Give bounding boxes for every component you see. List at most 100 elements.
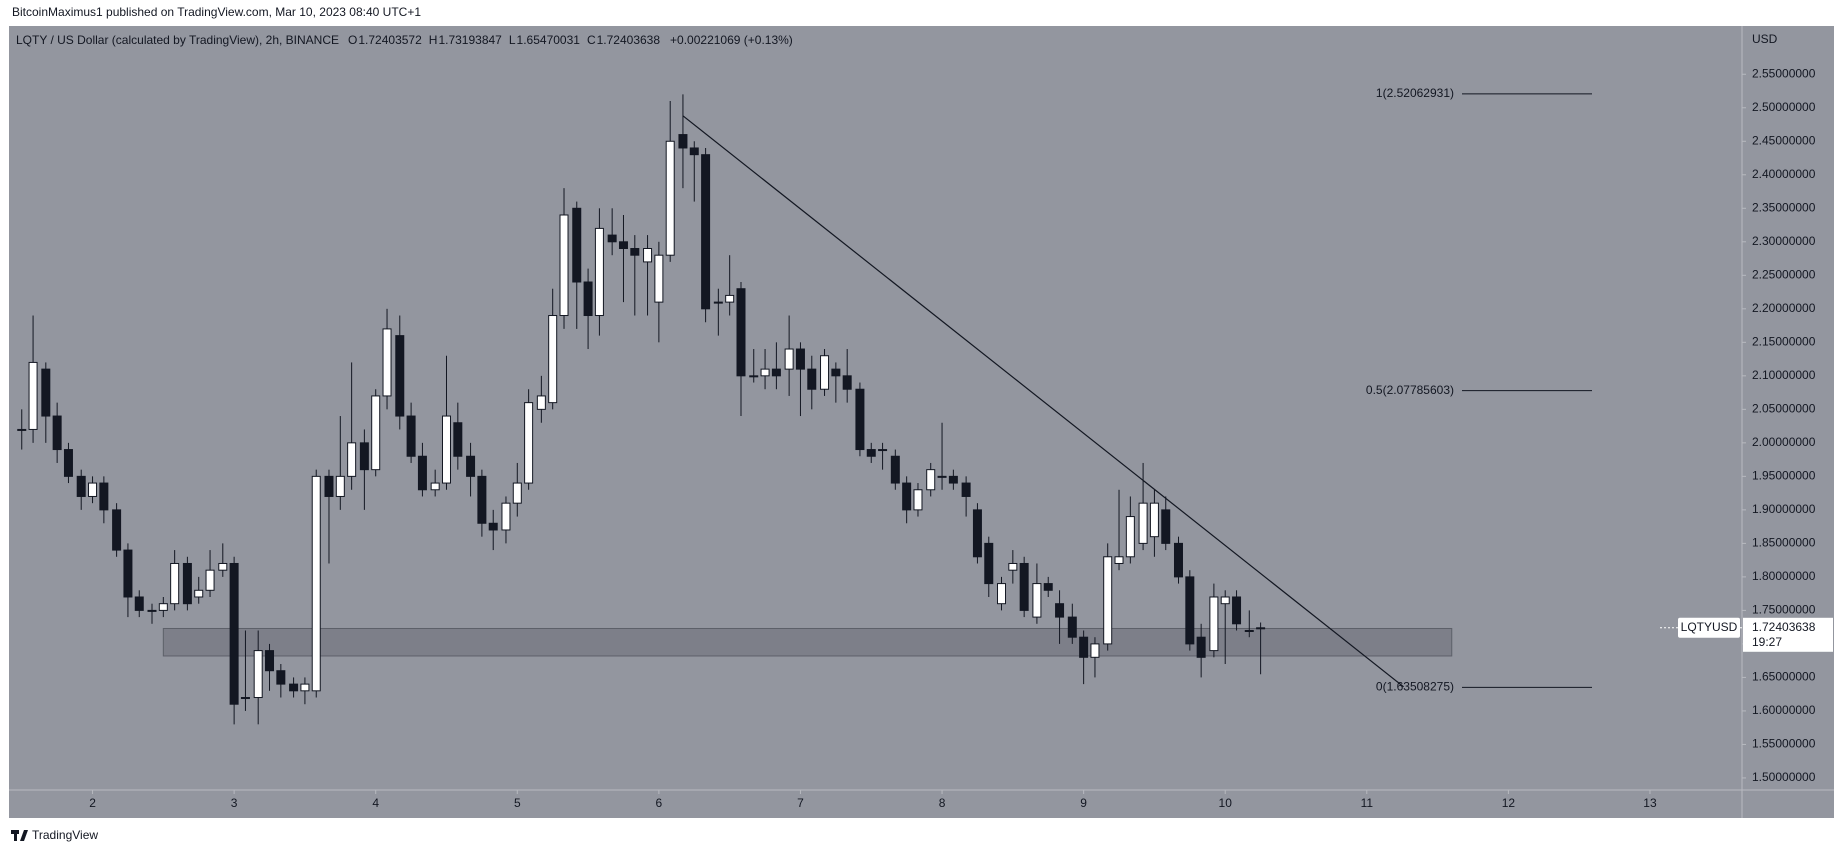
- candle-body: [961, 482, 971, 497]
- candle-body: [147, 609, 157, 612]
- fib-label: 0.5(2.07785603): [1366, 383, 1454, 397]
- candle-body: [123, 549, 133, 598]
- candle-body: [618, 241, 628, 249]
- candle-body: [466, 455, 476, 477]
- legend-key: L: [509, 33, 516, 47]
- candle-body: [300, 683, 310, 692]
- candle-body: [997, 583, 1007, 605]
- y-tick-label: 1.85000000: [1752, 536, 1816, 550]
- currency: USD: [1752, 32, 1778, 46]
- candle-body: [28, 361, 38, 430]
- candle-body: [1019, 562, 1029, 611]
- candle-body: [594, 227, 604, 317]
- candle-body: [902, 482, 912, 511]
- candle-body: [548, 315, 558, 404]
- y-tick-label: 2.45000000: [1752, 133, 1816, 147]
- candle-body: [371, 395, 381, 471]
- candle-body: [795, 348, 805, 370]
- candle-body: [913, 489, 923, 511]
- x-tick-label: 8: [939, 796, 946, 810]
- candle-body: [1090, 643, 1100, 658]
- candle-body: [441, 415, 451, 484]
- candle-body: [1232, 596, 1242, 625]
- candle-body: [736, 288, 746, 377]
- candle-body: [890, 455, 900, 484]
- candle-body: [453, 422, 463, 457]
- y-tick-label: 2.15000000: [1752, 334, 1816, 348]
- candle-body: [63, 449, 73, 477]
- y-tick-label: 2.40000000: [1752, 167, 1816, 181]
- candle-body: [1114, 556, 1124, 564]
- candle-body: [678, 134, 688, 149]
- candle-body: [1161, 509, 1171, 544]
- y-tick-label: 1.90000000: [1752, 502, 1816, 516]
- fib-label: 0(1.63508275): [1376, 680, 1454, 694]
- support-zone: [162, 627, 1453, 657]
- symbol-tag-bg: [1678, 617, 1740, 638]
- y-tick-label: 1.75000000: [1752, 603, 1816, 617]
- candle-body: [1173, 542, 1183, 578]
- candle-body: [253, 650, 263, 699]
- candle-body: [134, 596, 144, 611]
- price-tag-bg: [1743, 617, 1833, 652]
- y-tick-label: 2.00000000: [1752, 435, 1816, 449]
- candle-body: [347, 442, 357, 477]
- x-tick-label: 6: [656, 796, 663, 810]
- candle-body: [240, 697, 250, 700]
- candle-body: [1055, 603, 1065, 618]
- candle-body: [359, 442, 369, 471]
- candle-body: [866, 449, 876, 457]
- candle-body: [1256, 627, 1266, 630]
- legend-value: 1.72403572: [358, 33, 422, 47]
- candle-body: [654, 254, 664, 303]
- candle-body: [1008, 562, 1018, 571]
- x-tick-label: 7: [797, 796, 804, 810]
- y-tick-label: 2.25000000: [1752, 267, 1816, 281]
- candle-body: [52, 415, 62, 451]
- candle-body: [17, 428, 27, 431]
- candle-body: [665, 140, 675, 256]
- candle-body: [194, 589, 204, 598]
- legend-key: O: [348, 33, 357, 47]
- chart-bg: [9, 26, 1834, 818]
- candle-body: [170, 562, 180, 605]
- candle-body: [524, 402, 534, 484]
- candle-body: [1125, 516, 1135, 558]
- x-tick-label: 9: [1080, 796, 1087, 810]
- y-tick-label: 1.60000000: [1752, 703, 1816, 717]
- candle-body: [335, 475, 345, 497]
- candle-body: [725, 294, 735, 303]
- candle-body: [477, 475, 487, 524]
- candle-body: [158, 603, 168, 611]
- candle-body: [182, 562, 192, 605]
- candle-body: [572, 207, 582, 283]
- price-tag: 1.72403638: [1752, 620, 1816, 634]
- candle-body: [1220, 596, 1230, 605]
- candle-body: [559, 214, 569, 317]
- candle-body: [311, 475, 321, 692]
- candle-body: [689, 147, 699, 156]
- y-tick-label: 1.80000000: [1752, 569, 1816, 583]
- candle-body: [878, 449, 888, 452]
- y-tick-label: 1.65000000: [1752, 670, 1816, 684]
- x-tick-label: 2: [89, 796, 96, 810]
- y-tick-label: 2.30000000: [1752, 234, 1816, 248]
- countdown: 19:27: [1752, 635, 1782, 649]
- candle-body: [749, 375, 759, 378]
- candle-body: [948, 475, 958, 484]
- candle-body: [417, 455, 427, 491]
- candle-body: [205, 569, 215, 591]
- candle-body: [289, 683, 299, 692]
- candle-body: [406, 415, 416, 457]
- candle-body: [713, 301, 723, 304]
- candle-body: [984, 542, 994, 585]
- candle-body: [430, 482, 440, 491]
- fib-label: 1(2.52062931): [1376, 86, 1454, 100]
- y-tick-label: 2.55000000: [1752, 66, 1816, 80]
- candle-body: [536, 395, 546, 410]
- candle-body: [831, 368, 841, 377]
- candle-body: [1209, 596, 1219, 652]
- legend-value: 1.72403638: [597, 33, 661, 47]
- y-tick-label: 1.50000000: [1752, 770, 1816, 784]
